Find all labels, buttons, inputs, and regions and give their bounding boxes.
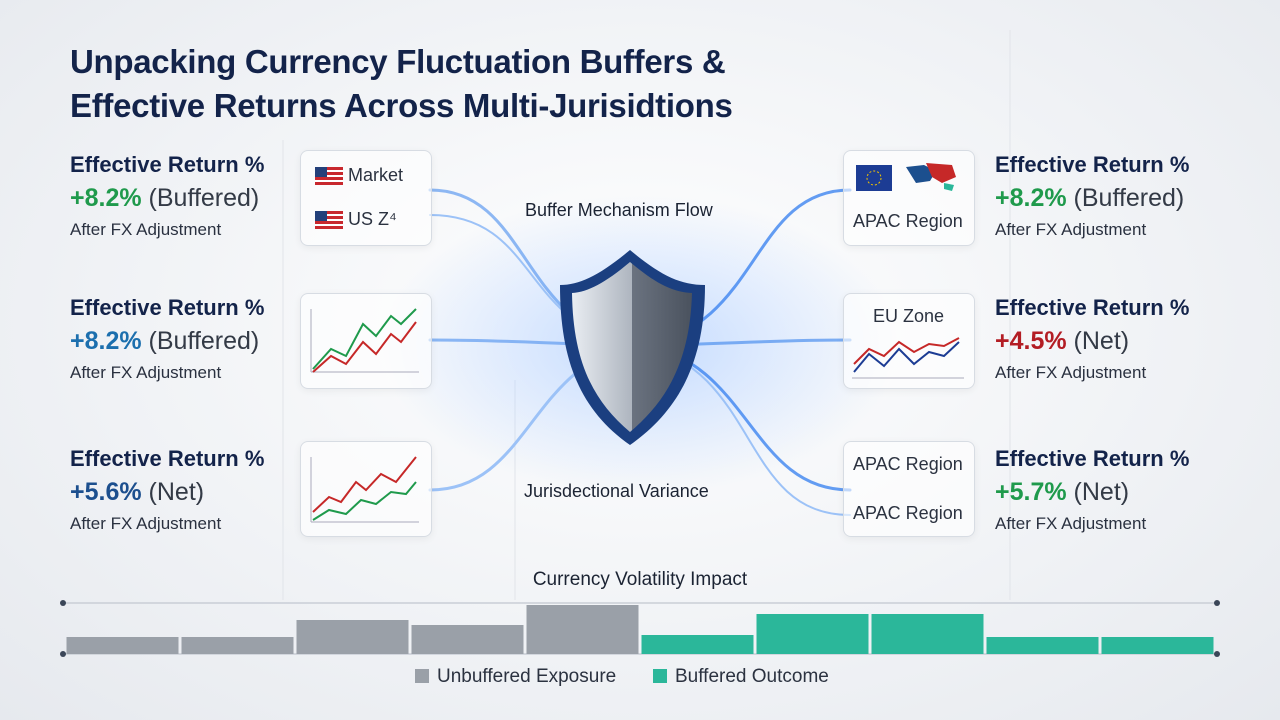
- card-note: After FX Adjustment: [70, 220, 222, 239]
- card-heading: Effective Return %: [70, 152, 265, 177]
- return-qualifier: (Net): [1073, 327, 1130, 355]
- card-value: +8.2% (Buffered): [70, 184, 310, 213]
- bar: [641, 635, 754, 654]
- return-qualifier: (Buffered): [1073, 184, 1185, 212]
- bar: [181, 637, 294, 654]
- bar: [1101, 637, 1214, 654]
- return-card: Effective Return % +5.6% (Net) After FX Ad…: [70, 446, 310, 534]
- card-value: +8.2% (Buffered): [995, 184, 1235, 213]
- return-card: Effective Return % +4.5% (Net) After FX Ad…: [995, 295, 1235, 383]
- chart-title: Currency Volatility Impact: [533, 569, 748, 590]
- return-card: Effective Return % +8.2% (Buffered) After …: [70, 295, 310, 383]
- widget: APAC Region APAC Region: [843, 441, 975, 537]
- return-value: +8.2%: [995, 184, 1067, 212]
- return-qualifier: (Net): [148, 478, 205, 506]
- widget: EU Zone: [843, 293, 975, 389]
- return-qualifier: (Buffered): [148, 184, 260, 212]
- widget-label: APAC Region: [853, 503, 963, 523]
- return-value: +4.5%: [995, 327, 1067, 355]
- return-value: +5.6%: [70, 478, 142, 506]
- return-card: Effective Return % +5.7% (Net) After FX Ad…: [995, 446, 1235, 534]
- card-value: +8.2% (Buffered): [70, 327, 310, 356]
- widget-label: EU Zone: [873, 306, 945, 326]
- map-icons: [856, 163, 956, 191]
- legend-swatch: [415, 669, 429, 683]
- flow-label: Jurisdectional Variance: [524, 481, 709, 501]
- card-heading: Effective Return %: [995, 446, 1190, 471]
- bar: [871, 614, 984, 654]
- bar: [296, 620, 409, 654]
- sparkline: [310, 456, 419, 523]
- return-value: +8.2%: [70, 327, 142, 355]
- return-value: +8.2%: [70, 184, 142, 212]
- bar: [411, 625, 524, 654]
- card-heading: Effective Return %: [995, 152, 1190, 177]
- widget-label: US Z⁴: [348, 209, 397, 229]
- title: Unpacking Currency Fluctuation Buffers &…: [70, 40, 733, 128]
- widget: [300, 441, 432, 537]
- flag: [315, 211, 343, 229]
- card-note: After FX Adjustment: [70, 514, 222, 533]
- legend-label: Unbuffered Exposure: [437, 666, 616, 687]
- card-note: After FX Adjustment: [995, 220, 1147, 239]
- title-line: Unpacking Currency Fluctuation Buffers &: [70, 43, 726, 80]
- sparkline: [852, 337, 964, 379]
- card-heading: Effective Return %: [70, 295, 265, 320]
- return-qualifier: (Net): [1073, 478, 1130, 506]
- flag: [315, 167, 343, 185]
- sparkline: [310, 308, 419, 373]
- legend-swatch: [653, 669, 667, 683]
- card-heading: Effective Return %: [995, 295, 1190, 320]
- legend-label: Buffered Outcome: [675, 666, 829, 687]
- return-card: Effective Return % +8.2% (Buffered) After …: [70, 152, 310, 240]
- return-value: +5.7%: [995, 478, 1067, 506]
- widget-label: Market: [348, 165, 404, 185]
- card-note: After FX Adjustment: [995, 363, 1147, 382]
- card-value: +5.6% (Net): [70, 478, 310, 507]
- widget-label: APAC Region: [853, 454, 963, 474]
- widget: APAC Region: [843, 150, 975, 246]
- flow-label: Buffer Mechanism Flow: [525, 200, 713, 220]
- bar: [526, 605, 639, 654]
- widget: Market US Z⁴: [300, 150, 432, 246]
- bar: [66, 637, 179, 654]
- widget-label: APAC Region: [853, 211, 963, 231]
- card-note: After FX Adjustment: [995, 514, 1147, 533]
- widget: [300, 293, 432, 389]
- card-note: After FX Adjustment: [70, 363, 222, 382]
- return-qualifier: (Buffered): [148, 327, 260, 355]
- card-heading: Effective Return %: [70, 446, 265, 471]
- card-value: +5.7% (Net): [995, 478, 1235, 507]
- title-line: Effective Returns Across Multi-Jurisidti…: [70, 87, 733, 124]
- bar: [986, 637, 1099, 654]
- return-card: Effective Return % +8.2% (Buffered) After …: [995, 152, 1235, 240]
- bar: [756, 614, 869, 654]
- card-value: +4.5% (Net): [995, 327, 1235, 356]
